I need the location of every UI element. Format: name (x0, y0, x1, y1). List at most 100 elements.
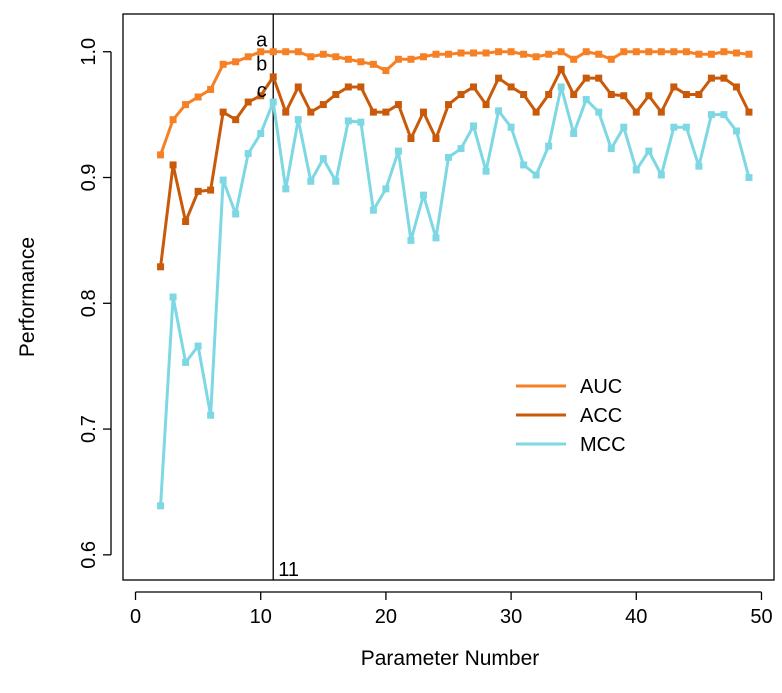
data-point (445, 101, 452, 109)
data-point (282, 48, 290, 56)
data-point (607, 90, 615, 98)
data-point (732, 83, 740, 91)
data-point (582, 96, 590, 104)
data-point (657, 108, 665, 116)
point-annotation: b (256, 53, 267, 75)
data-point (207, 411, 215, 419)
series-acc (157, 65, 753, 271)
data-point (732, 49, 740, 57)
data-point (495, 48, 503, 56)
data-point (607, 55, 615, 63)
data-point (607, 145, 615, 153)
data-point (470, 83, 478, 91)
data-point (495, 107, 503, 115)
data-point (194, 187, 202, 195)
data-point (332, 177, 340, 185)
data-point (419, 108, 427, 116)
data-point (319, 50, 327, 58)
data-point (257, 48, 265, 56)
x-axis-title: Parameter Number (361, 647, 540, 670)
data-point (294, 116, 302, 124)
data-point (382, 185, 390, 193)
data-point (269, 73, 277, 81)
data-point (570, 90, 578, 98)
data-point (157, 151, 165, 159)
data-point (219, 176, 227, 184)
data-point (282, 108, 290, 116)
data-point (407, 135, 415, 143)
data-point (657, 171, 665, 179)
x-tick-label: 50 (750, 606, 772, 628)
data-point (557, 48, 565, 56)
data-point (319, 155, 327, 163)
x-tick-label: 30 (500, 606, 522, 628)
data-point (332, 90, 340, 98)
data-point (319, 101, 327, 109)
data-point (369, 60, 377, 68)
data-point (645, 147, 653, 155)
data-point (582, 74, 590, 82)
data-point (369, 108, 377, 116)
data-point (457, 145, 465, 153)
data-point (595, 74, 603, 82)
data-point (394, 55, 402, 63)
data-point (432, 234, 440, 242)
data-point (495, 74, 503, 82)
data-point (269, 48, 277, 56)
data-point (720, 74, 728, 82)
data-point (269, 98, 277, 106)
data-point (670, 83, 678, 91)
data-point (157, 263, 165, 271)
data-point (657, 48, 665, 56)
data-point (419, 53, 427, 61)
data-point (645, 92, 653, 100)
data-point (207, 186, 215, 194)
data-point (720, 48, 728, 56)
data-point (545, 90, 553, 98)
data-point (357, 118, 365, 126)
annotation-group: abc (256, 29, 268, 101)
data-point (244, 150, 252, 158)
data-point (344, 55, 352, 63)
data-point (670, 48, 678, 56)
data-point (582, 48, 590, 56)
series-line-mcc (159, 85, 751, 506)
data-point (557, 83, 565, 91)
data-point (482, 101, 490, 109)
data-point (632, 108, 640, 116)
data-point (394, 101, 402, 109)
data-point (620, 123, 628, 131)
y-tick-label: 1.0 (78, 38, 100, 66)
data-point (507, 48, 515, 56)
series-auc (157, 48, 753, 159)
data-point (570, 55, 578, 63)
data-point (620, 48, 628, 56)
data-point (520, 90, 528, 98)
data-point (344, 83, 352, 91)
data-point (232, 58, 240, 66)
data-point (507, 123, 515, 131)
data-point (394, 147, 402, 155)
legend-label-mcc: MCC (580, 434, 626, 456)
data-point (482, 167, 490, 175)
data-point (682, 48, 690, 56)
legend: AUC ACC MCC (516, 376, 626, 456)
data-point (707, 74, 715, 82)
data-point (570, 129, 578, 137)
data-point (695, 90, 703, 98)
data-point (595, 50, 603, 58)
data-point (445, 50, 452, 58)
data-point (194, 342, 202, 350)
data-point (457, 49, 465, 57)
data-point (157, 502, 165, 510)
data-point (720, 111, 728, 119)
data-point (282, 185, 290, 193)
data-point (382, 108, 390, 116)
reference-line-label: 11 (278, 559, 299, 581)
data-point (520, 50, 528, 58)
data-point (407, 236, 415, 244)
data-point (294, 48, 302, 56)
data-point (482, 49, 490, 57)
data-point (194, 93, 202, 101)
point-annotation: c (257, 80, 267, 102)
